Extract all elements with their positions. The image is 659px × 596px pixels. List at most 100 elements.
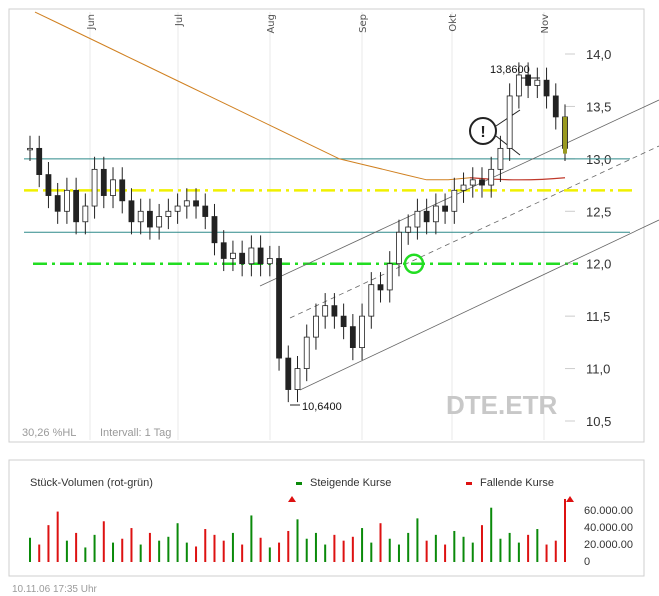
volume-bar <box>121 538 124 562</box>
candle-body <box>497 147 504 170</box>
volume-bar <box>416 518 419 562</box>
candle-body <box>340 315 347 328</box>
info-interval: Intervall: 1 Tag <box>100 427 171 439</box>
candle-body <box>63 189 70 212</box>
short-average-line <box>469 177 566 181</box>
candle-body <box>525 74 532 86</box>
month-label: Nov <box>540 14 551 34</box>
candle-body <box>91 168 98 207</box>
volume-bar <box>471 542 474 562</box>
y-tick-label: 13,5 <box>586 99 611 114</box>
volume-bar <box>130 528 133 562</box>
volume-bar <box>268 547 271 562</box>
candle-body <box>479 179 485 186</box>
volume-bar <box>213 534 216 562</box>
candle-body <box>377 284 384 291</box>
candle-body <box>442 205 448 212</box>
candle-body <box>349 326 356 348</box>
candle-body <box>331 305 338 317</box>
month-labels: Jun Jul Aug Sep Okt Nov <box>86 14 551 34</box>
candle-body <box>313 315 319 338</box>
volume-bar <box>241 544 244 562</box>
channel-lower-line <box>299 219 659 391</box>
candle-body <box>239 252 246 265</box>
volume-bar <box>102 521 105 562</box>
volume-bar <box>444 544 447 562</box>
symbol-watermark: DTE.ETR <box>446 390 557 420</box>
month-label: Okt <box>448 14 459 32</box>
high-label: 13,8600 <box>490 64 530 76</box>
volume-bar <box>517 542 520 562</box>
month-label: Sep <box>358 14 369 33</box>
candles <box>27 62 568 403</box>
volume-bar <box>536 529 539 562</box>
candle-body <box>322 305 329 317</box>
volume-bar <box>480 525 483 562</box>
volume-bar <box>204 529 207 562</box>
volume-bar <box>222 540 225 562</box>
volume-bar <box>158 540 161 562</box>
volume-bar <box>305 538 308 562</box>
falling-legend-swatch <box>466 482 472 485</box>
volume-tick-label: 60.000.00 <box>584 505 633 517</box>
volume-bar <box>333 534 336 562</box>
volume-bar <box>508 532 511 562</box>
volume-bar <box>545 544 548 562</box>
y-tick-label: 14,0 <box>586 47 611 62</box>
volume-title: Stück-Volumen (rot-grün) <box>30 477 153 489</box>
info-left: 30,26 %HL <box>22 427 76 439</box>
candle-body <box>73 189 80 223</box>
volume-bar <box>47 525 50 562</box>
volume-bar <box>564 498 566 562</box>
candle-body <box>405 226 412 233</box>
candle-body <box>534 79 541 86</box>
candle-body <box>36 147 43 175</box>
volume-bar <box>250 515 253 562</box>
y-tick-label: 10,5 <box>586 414 611 429</box>
candle-body <box>423 210 430 223</box>
volume-bar <box>231 532 234 562</box>
crossover-circle-icon <box>403 253 425 274</box>
volume-bar <box>434 534 437 562</box>
volume-tick-label: 40.000.00 <box>584 522 633 534</box>
volume-tick-label: 0 <box>584 556 590 568</box>
candle-body <box>506 95 513 149</box>
volume-bar <box>75 532 78 562</box>
volume-bar <box>499 538 502 562</box>
candle-body <box>137 210 144 223</box>
volume-bars <box>29 496 574 562</box>
candle-body <box>119 179 126 202</box>
y-tick-label: 12,5 <box>586 204 611 219</box>
volume-bar <box>65 540 68 562</box>
exclamation-icon-glyph: ! <box>480 124 485 141</box>
candle-body <box>359 315 365 348</box>
volume-bar <box>38 544 41 562</box>
y-tick-label: 11,5 <box>586 309 610 324</box>
overlays: ! <box>24 11 659 406</box>
month-label: Jun <box>86 14 97 31</box>
candle-body <box>220 242 227 259</box>
volume-bar <box>278 542 281 562</box>
candle-body <box>257 247 264 265</box>
candle-body <box>266 258 273 265</box>
candle-body <box>276 258 282 359</box>
candle-body <box>488 168 495 186</box>
candle-body <box>460 184 467 191</box>
volume-bar <box>370 542 373 562</box>
candle-body <box>248 247 255 265</box>
volume-bar <box>351 536 354 562</box>
volume-bar <box>93 534 96 562</box>
last-candle <box>563 116 567 154</box>
channel-mid-line <box>289 145 659 319</box>
volume-bar <box>490 507 493 562</box>
volume-bar <box>388 538 391 562</box>
candle-body <box>110 179 116 196</box>
volume-bar <box>379 523 382 562</box>
exclamation-icon <box>469 117 497 145</box>
candle-body <box>165 210 172 217</box>
volume-bar <box>527 534 530 562</box>
y-tick-label: 11,0 <box>586 362 610 377</box>
candle-body <box>45 174 52 196</box>
candle-body <box>230 252 236 259</box>
